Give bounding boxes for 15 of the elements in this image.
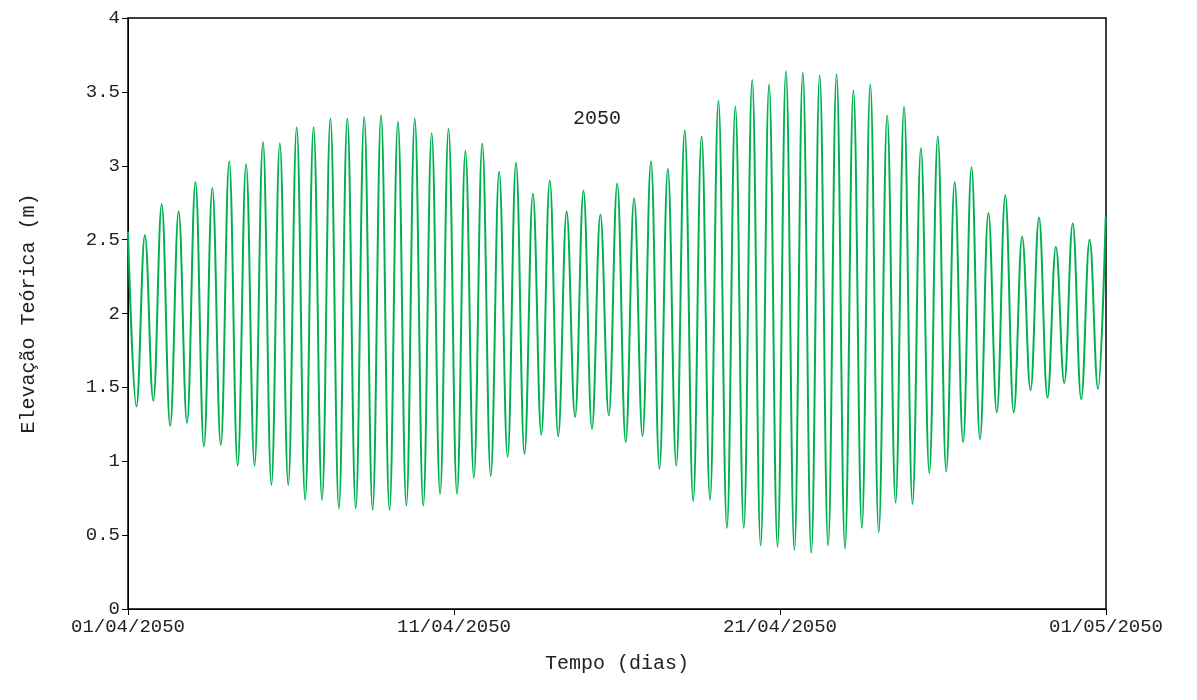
y-tick-label: 2.5 <box>85 228 120 251</box>
y-tick-label: 3.5 <box>85 80 120 103</box>
x-tick-label: 01/05/2050 <box>1048 615 1164 638</box>
line-series <box>127 70 1107 554</box>
y-tick-label: 1.5 <box>85 376 120 399</box>
x-axis-title: Tempo (dias) <box>544 651 690 675</box>
y-tick-label: 1 <box>108 450 120 473</box>
y-tick-label: 4 <box>108 7 120 29</box>
y-tick-label: 3 <box>108 154 120 177</box>
x-tick-label: 21/04/2050 <box>722 615 838 638</box>
annotation: 2050 <box>573 106 622 130</box>
y-axis-title: Elevação Teórica (m) <box>16 193 40 434</box>
y-tick-label: 0.5 <box>85 524 120 547</box>
x-tick-label: 11/04/2050 <box>396 615 512 638</box>
y-tick-label: 2 <box>108 302 120 325</box>
